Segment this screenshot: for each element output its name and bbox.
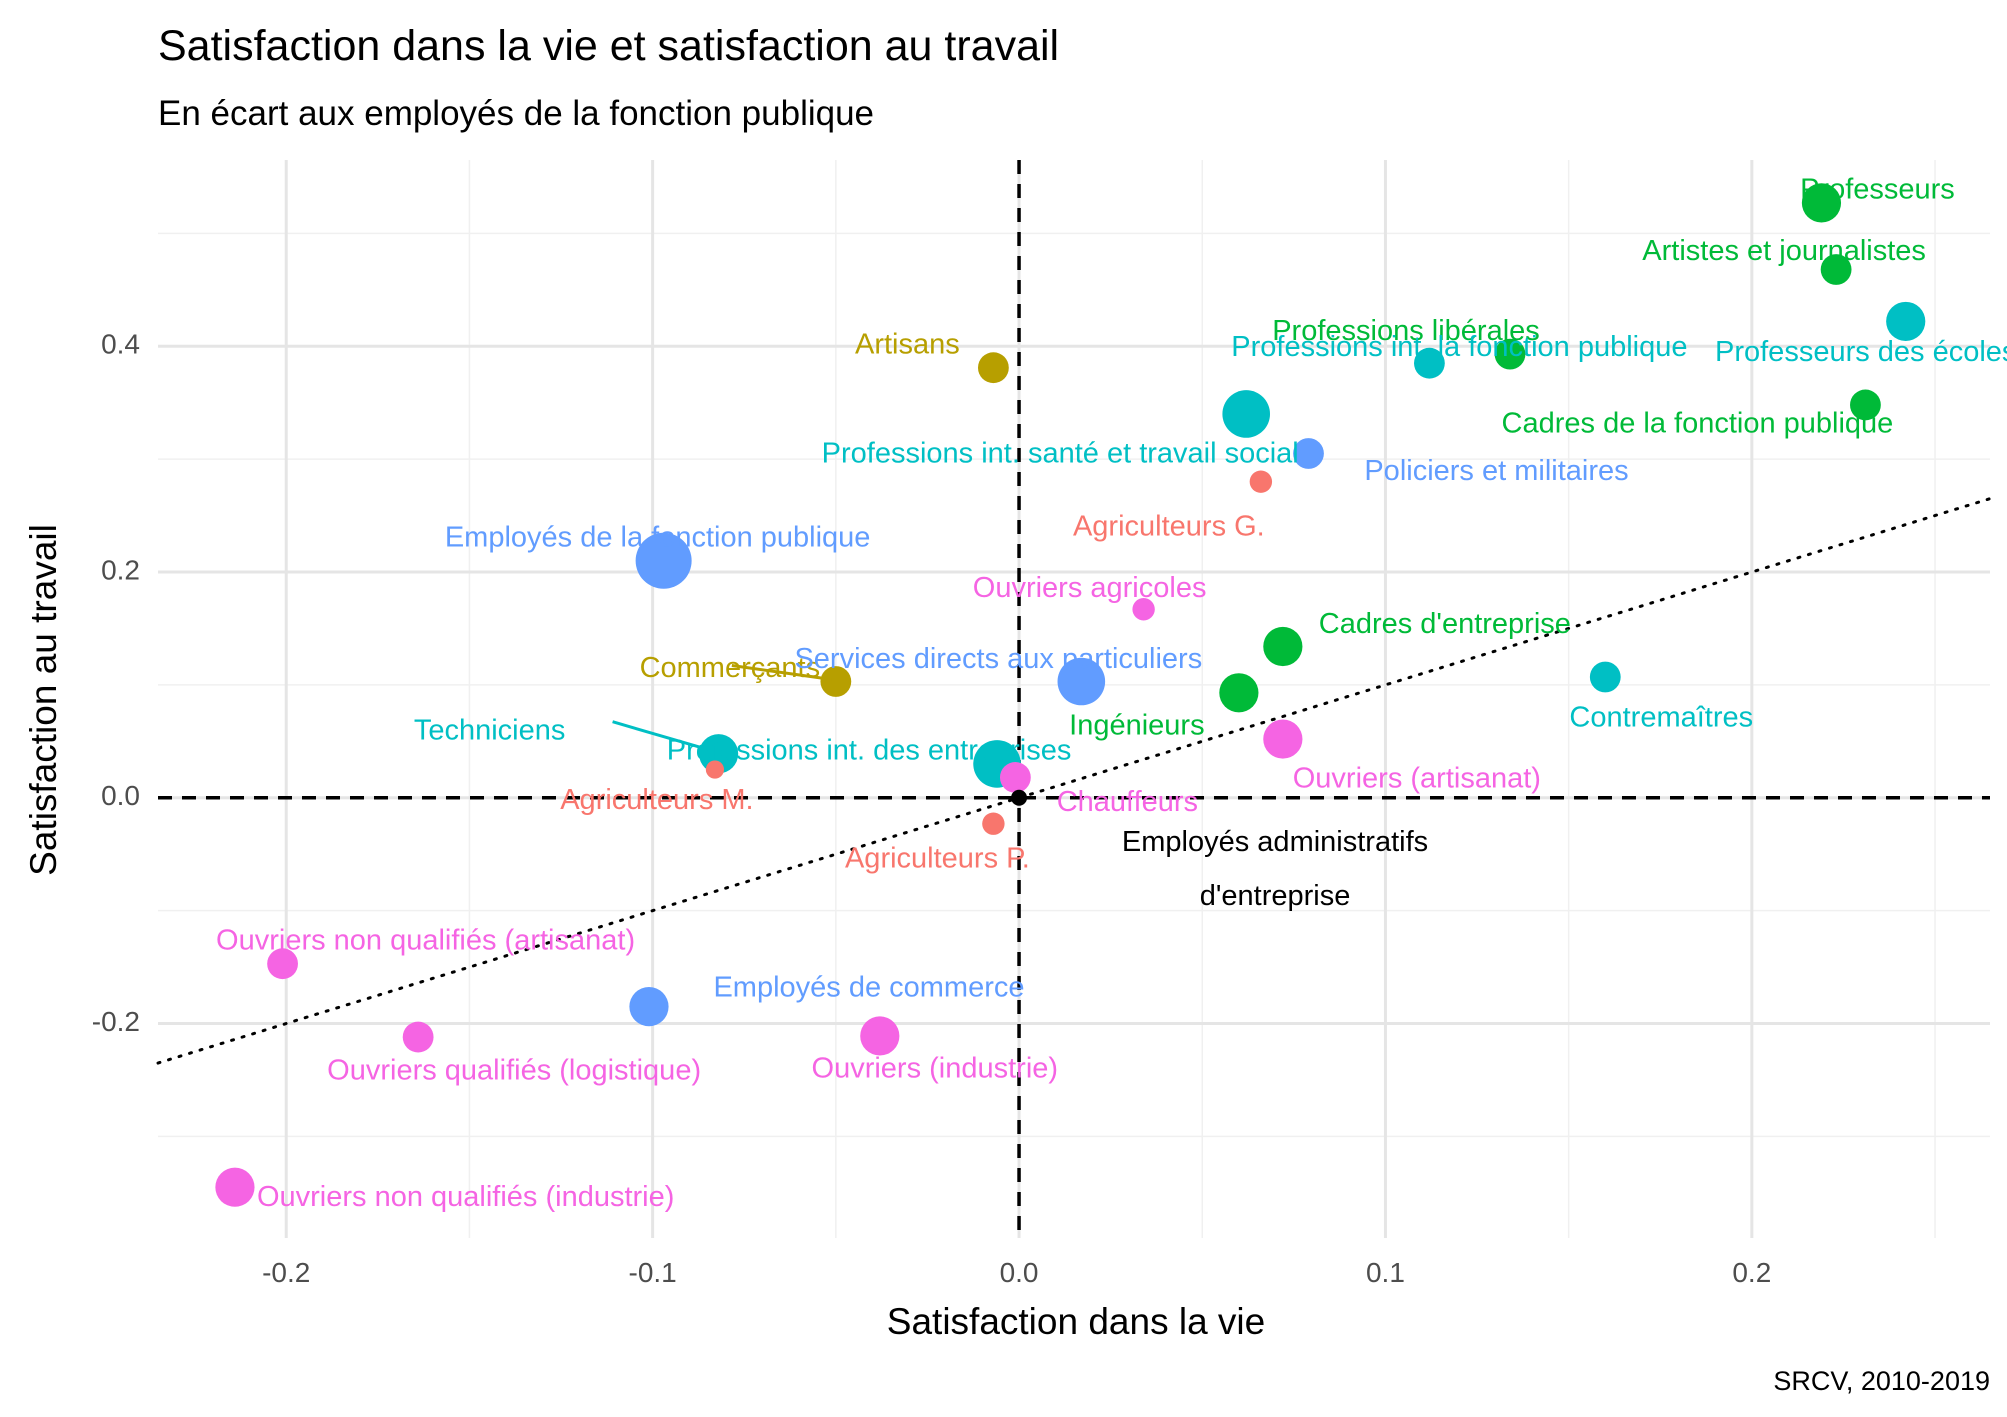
point-label: Ouvriers non qualifiés (industrie) — [257, 1181, 674, 1213]
point-2 — [1886, 301, 1926, 342]
point-14 — [1057, 657, 1106, 706]
point-9 — [1249, 470, 1273, 493]
point-label: Contremaîtres — [1569, 702, 1753, 734]
point-label: Professions int. la fonction publique — [1231, 331, 1687, 363]
point-11 — [1132, 598, 1155, 621]
point-label: Techniciens — [414, 714, 566, 746]
point-label: Employés de la fonction publique — [445, 521, 871, 553]
y-tick-labels: -0.2 0.0 0.2 0.4 — [92, 329, 140, 1037]
chart-caption: SRCV, 2010-2019 — [1773, 1366, 1990, 1396]
x-axis-title: Satisfaction dans la vie — [887, 1301, 1265, 1342]
point-27 — [860, 1016, 900, 1056]
y-tick-label: 0.0 — [101, 780, 140, 811]
point-labels: Professeurs Artistes et journalistes Profe… — [216, 174, 2007, 1213]
y-tick-label: 0.2 — [101, 554, 140, 585]
point-8 — [1293, 438, 1324, 469]
trend-line — [156, 497, 1992, 1065]
point-label: Ouvriers qualifiés (logistique) — [327, 1055, 701, 1087]
minor-grid — [158, 160, 1990, 1238]
point-label: Cadres d'entreprise — [1319, 608, 1571, 640]
point-28 — [215, 1167, 255, 1207]
point-7 — [1222, 390, 1271, 438]
point-label: Artisans — [855, 328, 960, 360]
point-15 — [1589, 661, 1621, 693]
chart-subtitle: En écart aux employés de la fonction pub… — [158, 94, 874, 133]
x-tick-label: -0.1 — [629, 1257, 677, 1288]
point-21 — [999, 762, 1031, 793]
y-tick-label: -0.2 — [92, 1006, 140, 1037]
point-label: Ouvriers agricoles — [973, 572, 1207, 604]
point-10 — [635, 532, 692, 589]
label-leader-line — [612, 720, 710, 752]
point-label: Policiers et militaires — [1364, 455, 1628, 487]
point-label: Employés de commerce — [713, 971, 1024, 1003]
x-tick-label: -0.2 — [262, 1257, 310, 1288]
point-12 — [1263, 626, 1303, 667]
point-4 — [1850, 389, 1881, 421]
y-tick-label: 0.4 — [101, 329, 140, 360]
point-label: Ouvriers non qualifiés (artisanat) — [216, 924, 635, 956]
point-17 — [1263, 719, 1303, 759]
point-label: Commerçants — [640, 652, 821, 684]
point-label: Professions int. des entreprises — [667, 735, 1072, 767]
point-label: Professeurs des écoles — [1715, 336, 2007, 368]
point-label: Ouvriers (artisanat) — [1293, 763, 1541, 795]
point-label: Services directs aux particuliers — [794, 643, 1202, 675]
x-tick-label: 0.0 — [1000, 1257, 1039, 1288]
point-label: Agriculteurs M. — [560, 784, 753, 816]
point-label: Chauffeurs — [1057, 786, 1198, 818]
data-points — [215, 183, 1926, 1207]
point-1 — [1820, 254, 1852, 285]
point-label: Agriculteurs P. — [845, 842, 1030, 874]
point-label: Cadres de la fonction publique — [1502, 408, 1894, 440]
point-label: Professions int. santé et travail social — [822, 438, 1299, 470]
label-leader-line — [731, 664, 833, 681]
point-3 — [1494, 338, 1526, 370]
x-tick-labels: -0.2 -0.1 0.0 0.1 0.2 — [262, 1257, 1771, 1288]
trend-line-group — [156, 497, 1992, 1065]
x-tick-label: 0.1 — [1366, 1257, 1405, 1288]
point-label: Employés administratifs d'entreprise — [1122, 826, 1428, 912]
point-22 — [1011, 789, 1028, 806]
point-16 — [1219, 673, 1259, 713]
point-6 — [977, 352, 1009, 384]
point-label: Agriculteurs G. — [1073, 510, 1265, 542]
point-26 — [402, 1021, 434, 1053]
point-25 — [629, 986, 669, 1027]
y-axis-title: Satisfaction au travail — [23, 524, 64, 876]
point-label: Ouvriers (industrie) — [812, 1053, 1059, 1085]
chart-title: Satisfaction dans la vie et satisfaction… — [158, 22, 1059, 70]
point-label: Professions libérales — [1272, 315, 1540, 347]
point-24 — [267, 948, 298, 980]
point-label: Professeurs — [1800, 174, 1955, 206]
point-label: Artistes et journalistes — [1642, 235, 1926, 267]
x-tick-label: 0.2 — [1732, 1257, 1771, 1288]
reference-lines — [158, 160, 1990, 1238]
point-13 — [820, 666, 852, 697]
point-23 — [982, 812, 1005, 835]
point-0 — [1801, 183, 1842, 223]
point-label: Ingénieurs — [1069, 709, 1204, 741]
point-5 — [1414, 347, 1445, 379]
point-20 — [705, 760, 725, 779]
